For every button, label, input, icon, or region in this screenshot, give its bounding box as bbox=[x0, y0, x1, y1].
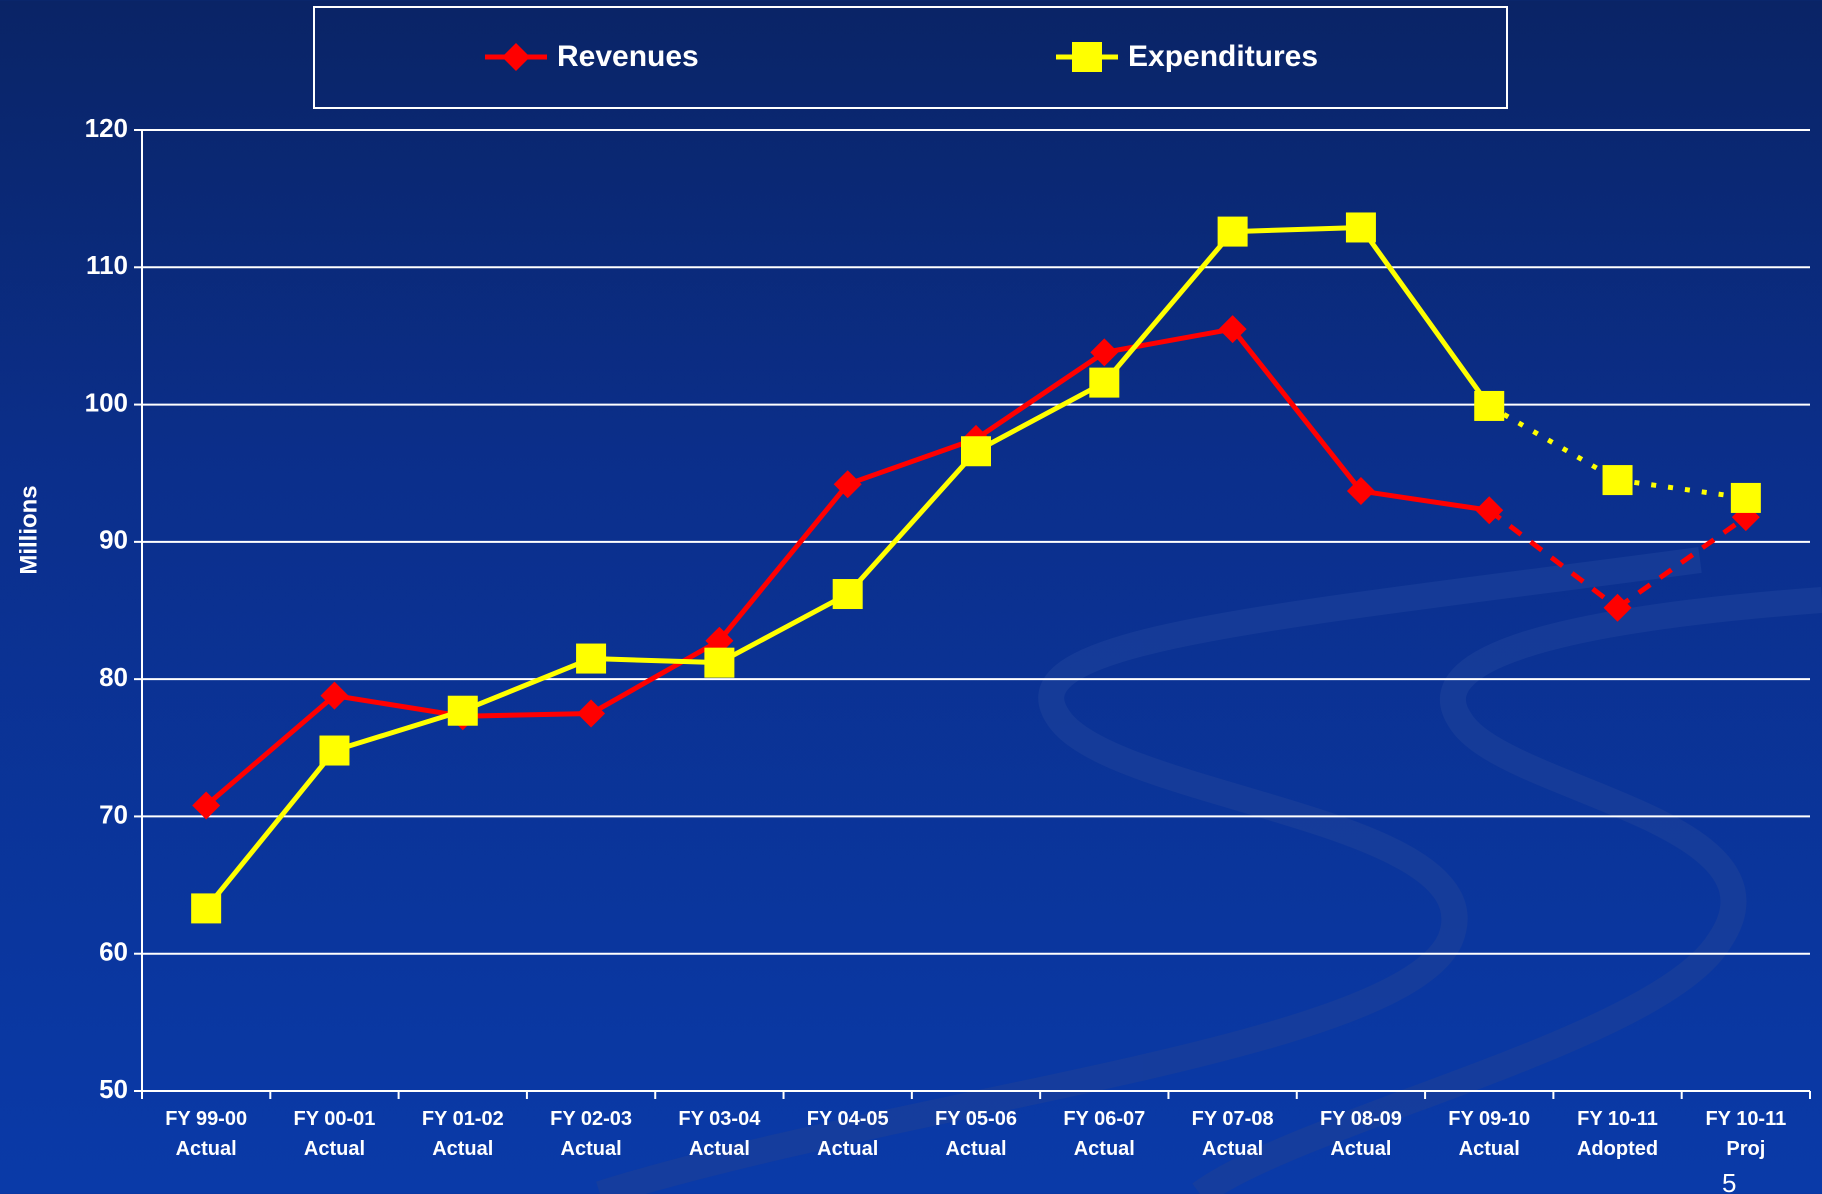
marker bbox=[704, 647, 735, 678]
marker bbox=[832, 579, 863, 610]
x-tick-label: FY 02-03 Actual bbox=[550, 1108, 633, 1160]
x-tick-label: FY 99-00 Actual bbox=[165, 1108, 248, 1160]
x-tick-label: FY 05-06 Actual bbox=[935, 1108, 1017, 1160]
x-tick-label: FY 09-10 Actual bbox=[1448, 1108, 1531, 1160]
y-tick-label: 110 bbox=[86, 250, 128, 280]
x-tick-label: FY 08-09 Actual bbox=[1319, 1108, 1402, 1160]
marker bbox=[191, 893, 222, 924]
line-segment bbox=[334, 693, 464, 719]
marker bbox=[1346, 477, 1375, 506]
legend-label: Expenditures bbox=[1128, 40, 1318, 73]
x-tick-label: FY 10-11 Adopted bbox=[1576, 1108, 1659, 1160]
marker bbox=[1090, 338, 1119, 367]
y-tick-label: 50 bbox=[99, 1074, 128, 1104]
x-tick-label: FY 04-05 Actual bbox=[806, 1108, 889, 1160]
y-tick-label: 60 bbox=[99, 937, 128, 967]
line-segment bbox=[1616, 515, 1748, 610]
line-segment bbox=[204, 693, 337, 808]
marker bbox=[961, 436, 991, 467]
y-tick-label: 100 bbox=[85, 387, 128, 417]
marker bbox=[192, 791, 221, 820]
line-segment bbox=[1102, 229, 1235, 385]
line-segment bbox=[846, 436, 977, 487]
y-tick-label: 80 bbox=[99, 662, 128, 692]
x-tick-label: FY 06-07 Actual bbox=[1063, 1108, 1146, 1160]
marker bbox=[502, 43, 530, 71]
x-tick-label: FY 10-11 Proj bbox=[1705, 1108, 1787, 1160]
legend-box bbox=[313, 6, 1508, 109]
line-segment bbox=[1232, 224, 1362, 235]
legend-label: Revenues bbox=[557, 40, 699, 73]
marker bbox=[319, 735, 350, 766]
marker bbox=[1730, 482, 1761, 513]
line-segment bbox=[204, 748, 337, 910]
y-tick-label: 120 bbox=[85, 113, 128, 143]
line-segment bbox=[1358, 226, 1492, 408]
line-segment bbox=[974, 380, 1106, 454]
line-segment bbox=[717, 482, 850, 643]
line-segment bbox=[589, 638, 721, 716]
line-segment bbox=[718, 591, 849, 665]
line-segment bbox=[1617, 477, 1747, 501]
background-swoosh bbox=[596, 547, 1822, 1194]
x-tick-label: FY 00-01 Actual bbox=[293, 1108, 376, 1160]
line-segment bbox=[462, 710, 592, 719]
marker bbox=[1217, 216, 1248, 247]
page-number: 5 bbox=[1722, 1168, 1737, 1194]
line-segment bbox=[845, 449, 978, 596]
x-tick-label: FY 07-08 Actual bbox=[1191, 1108, 1274, 1160]
marker bbox=[1089, 367, 1120, 398]
marker bbox=[1474, 390, 1505, 421]
marker bbox=[1603, 593, 1632, 622]
line-segment bbox=[333, 708, 464, 753]
y-tick-label: 70 bbox=[99, 799, 128, 829]
marker bbox=[1072, 42, 1102, 72]
line-segment bbox=[590, 656, 720, 666]
marker bbox=[1602, 465, 1633, 496]
x-tick-label: FY 01-02 Actual bbox=[421, 1108, 504, 1160]
marker bbox=[1345, 212, 1376, 243]
line-segment bbox=[461, 656, 593, 714]
marker bbox=[1475, 496, 1504, 525]
line-segment bbox=[1487, 508, 1620, 610]
line-segment bbox=[1230, 327, 1363, 493]
y-axis-label: Millions bbox=[15, 485, 42, 574]
marker bbox=[1218, 315, 1247, 344]
marker bbox=[576, 643, 607, 674]
marker bbox=[447, 695, 478, 726]
marker bbox=[320, 681, 349, 710]
line-segment bbox=[1487, 403, 1619, 483]
marker bbox=[833, 470, 862, 499]
line-segment bbox=[1360, 488, 1490, 513]
line-segment bbox=[974, 350, 1106, 441]
marker bbox=[577, 699, 606, 728]
line-segment bbox=[1103, 326, 1234, 355]
y-tick-label: 90 bbox=[99, 525, 128, 555]
x-tick-label: FY 03-04 Actual bbox=[678, 1108, 761, 1160]
